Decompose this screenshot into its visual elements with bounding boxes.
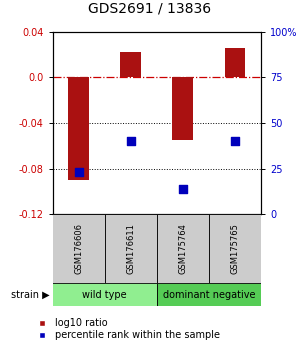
Point [180, 186, 185, 192]
Text: strain ▶: strain ▶ [11, 290, 50, 300]
Bar [172, 78, 193, 140]
Bar [68, 78, 89, 180]
Bar [52, 283, 157, 306]
Text: GSM176606: GSM176606 [74, 223, 83, 274]
Bar [157, 214, 209, 283]
Text: GSM175764: GSM175764 [178, 223, 187, 274]
Bar [224, 48, 245, 78]
Text: GSM176611: GSM176611 [126, 223, 135, 274]
Point [232, 138, 237, 144]
Bar [209, 214, 261, 283]
Text: wild type: wild type [82, 290, 127, 300]
Text: GDS2691 / 13836: GDS2691 / 13836 [88, 2, 212, 16]
Text: GSM175765: GSM175765 [230, 223, 239, 274]
Text: dominant negative: dominant negative [163, 290, 255, 300]
Bar [105, 214, 157, 283]
Bar [157, 283, 261, 306]
Bar [120, 52, 141, 78]
Legend: log10 ratio, percentile rank within the sample: log10 ratio, percentile rank within the … [29, 314, 224, 344]
Point [76, 170, 81, 175]
Point [128, 138, 133, 144]
Bar [52, 214, 105, 283]
